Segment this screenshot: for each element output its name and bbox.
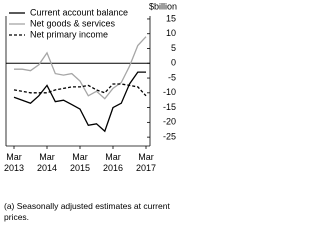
legend-label: Net goods & services (30, 18, 116, 28)
y-tick-label: 15 (166, 13, 176, 23)
y-tick-label: 5 (171, 43, 176, 53)
series-line (14, 36, 147, 100)
series-line (13, 83, 147, 97)
y-tick-label: 0 (171, 58, 176, 68)
y-axis-label: $billion (149, 1, 177, 11)
y-tick-label: -15 (163, 102, 176, 112)
y-tick-label: -10 (163, 87, 176, 97)
x-tick-label: Mar 2013 (4, 152, 24, 173)
x-tick-label: Mar 2016 (103, 152, 123, 173)
footnote: (a) Seasonally adjusted estimates at cur… (4, 201, 170, 222)
y-tick-label: -5 (168, 72, 176, 82)
series-line (13, 71, 146, 133)
y-tick-label: -25 (163, 132, 176, 142)
y-tick-label: 10 (166, 28, 176, 38)
x-tick-label: Mar 2015 (70, 152, 90, 173)
page: {"chart_data": {"type": "line", "y_label… (3, 1, 177, 222)
y-tick-label: -20 (163, 117, 176, 127)
x-tick-label: Mar 2014 (37, 152, 57, 173)
x-tick-label: Mar 2017 (136, 152, 156, 173)
chart: $billion 15 10 5 0 -5 -10 -15 -20 -25 Mar 2013 Mar 2… (4, 1, 177, 173)
legend-label: Current account balance (30, 7, 128, 17)
legend-label: Net primary income (30, 29, 108, 39)
